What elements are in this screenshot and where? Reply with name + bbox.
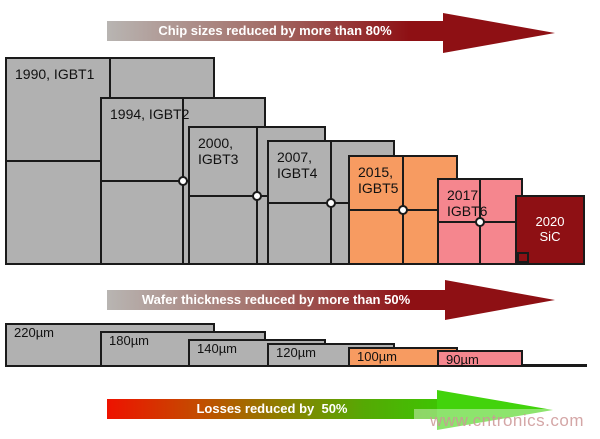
center-marker-dot (326, 197, 336, 208)
watermark-text: www.cntronics.com (430, 411, 584, 430)
wafer-thickness-arrow-body (107, 290, 445, 310)
chip-generation-label: 2017, IGBT6 (447, 187, 488, 220)
watermark: www.cntronics.com (414, 409, 600, 433)
wafer-thickness-label: 180µm (109, 333, 150, 348)
chip-generation-label: 1990, IGBT1 (15, 66, 95, 82)
wafer-thickness-label: 100µm (357, 349, 398, 364)
center-marker-dot (398, 205, 408, 215)
chip-generation-label: 2000, IGBT3 (198, 135, 239, 168)
wafer-bar-90um: 90µm (437, 350, 523, 367)
chip-generation-label: 1994, IGBT2 (110, 106, 190, 122)
losses-arrow-body (107, 399, 437, 419)
chip-generation-label: 2007, IGBT4 (277, 149, 318, 182)
wafer-thickness-arrow-head-icon (445, 280, 555, 320)
chip-sizes-arrow-body (107, 21, 443, 41)
chip-square-sic: 2020 SiC (515, 195, 585, 265)
chip-generation-label: 2015, IGBT5 (358, 164, 399, 197)
wafer-thickness-label: 220µm (14, 325, 55, 340)
chip-sizes-arrow-head-icon (443, 13, 555, 53)
chip-square-igbt6: 2017, IGBT6 (437, 178, 523, 265)
wafer-thickness-label: 90µm (446, 352, 479, 367)
center-marker-dot (475, 216, 485, 227)
chip-generation-label: 2020 SiC (535, 214, 565, 244)
center-marker-dot (178, 176, 188, 186)
wafer-thickness-label: 120µm (276, 345, 317, 360)
sic-chip-size-marker (517, 252, 529, 263)
center-marker-dot (252, 190, 262, 201)
losses-arrow-head-icon (437, 390, 553, 430)
wafer-thickness-label: 140µm (197, 341, 238, 356)
